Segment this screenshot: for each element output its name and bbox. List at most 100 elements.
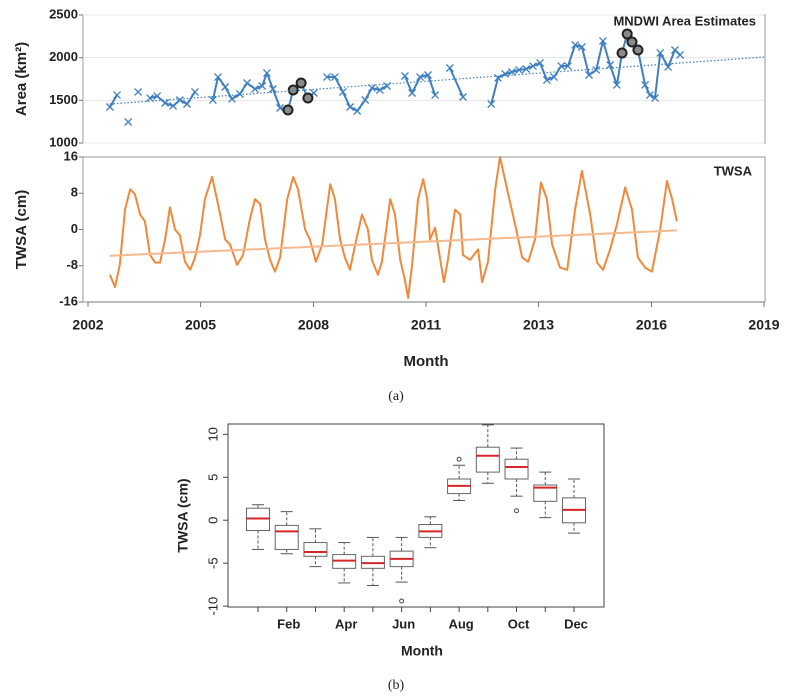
y-tick-label: 0 bbox=[71, 221, 78, 236]
marker-cross bbox=[105, 103, 114, 111]
marker-cross bbox=[564, 62, 572, 70]
marker-cross bbox=[507, 68, 516, 76]
marker-circle bbox=[616, 47, 628, 59]
x-tick-label: 2011 bbox=[411, 317, 442, 333]
marker-cross bbox=[656, 49, 665, 57]
series-line bbox=[109, 56, 765, 105]
marker-cross bbox=[585, 71, 593, 79]
y-axis-title: TWSA (cm) bbox=[175, 478, 191, 552]
marker-circle bbox=[295, 77, 307, 89]
marker-cross bbox=[651, 94, 660, 102]
x-axis-title: Month bbox=[404, 353, 449, 370]
x-tick-label: Apr bbox=[335, 616, 357, 631]
y-tick-label: 8 bbox=[71, 185, 78, 200]
marker-cross bbox=[113, 91, 121, 100]
marker-cross bbox=[641, 81, 650, 89]
y-tick-label: 1500 bbox=[49, 92, 78, 107]
marker-circle bbox=[302, 92, 314, 104]
marker-cross bbox=[169, 102, 178, 110]
marker-cross bbox=[214, 73, 222, 81]
box bbox=[303, 542, 328, 557]
plot-frame bbox=[82, 14, 766, 144]
marker-cross bbox=[153, 92, 162, 101]
series-line bbox=[109, 229, 677, 257]
marker-cross bbox=[408, 89, 417, 97]
marker-cross bbox=[235, 90, 244, 98]
y-tick-label: -5 bbox=[205, 557, 220, 569]
marker-cross bbox=[676, 50, 685, 59]
y-axis-title: TWSA (cm) bbox=[13, 190, 30, 269]
y-tick-label: 2500 bbox=[49, 6, 78, 21]
x-tick-label: 2016 bbox=[636, 317, 667, 333]
marker-cross bbox=[529, 62, 537, 70]
marker-cross bbox=[416, 73, 424, 81]
y-tick-label: 5 bbox=[205, 474, 220, 481]
marker-cross bbox=[323, 73, 331, 81]
marker-cross bbox=[424, 71, 432, 79]
marker-cross bbox=[606, 61, 615, 69]
marker-cross bbox=[577, 43, 586, 51]
outlier bbox=[456, 456, 462, 462]
outlier bbox=[399, 598, 405, 604]
x-tick-label: 2005 bbox=[185, 317, 216, 333]
x-tick-label: 2008 bbox=[298, 317, 329, 333]
marker-cross bbox=[645, 91, 654, 100]
marker-cross bbox=[268, 85, 277, 93]
marker-cross bbox=[542, 76, 551, 84]
x-tick-label: Oct bbox=[508, 616, 530, 631]
marker-cross bbox=[221, 83, 230, 91]
marker-cross bbox=[487, 100, 496, 108]
marker-circle bbox=[626, 36, 638, 48]
x-tick-label: 2019 bbox=[748, 317, 779, 333]
marker-cross bbox=[459, 93, 467, 101]
x-tick-label: 2002 bbox=[72, 317, 103, 333]
marker-cross bbox=[501, 70, 510, 78]
annotation: TWSA bbox=[714, 163, 753, 178]
caption: (b) bbox=[388, 678, 405, 693]
marker-cross bbox=[134, 88, 143, 96]
marker-circle bbox=[621, 28, 633, 40]
box bbox=[274, 524, 299, 550]
y-tick-label: 1000 bbox=[49, 134, 78, 149]
marker-circle bbox=[287, 84, 299, 96]
x-tick-label: Dec bbox=[564, 616, 588, 631]
y-tick-label: -10 bbox=[205, 597, 220, 616]
outlier bbox=[514, 508, 520, 514]
y-tick-label: -8 bbox=[66, 257, 78, 272]
x-tick-label: 2013 bbox=[523, 317, 554, 333]
marker-cross bbox=[536, 58, 545, 67]
box bbox=[533, 484, 558, 502]
marker-cross bbox=[400, 72, 409, 80]
marker-circle bbox=[282, 104, 294, 116]
marker-cross bbox=[445, 64, 454, 72]
marker-cross bbox=[183, 100, 191, 108]
marker-cross bbox=[375, 86, 384, 94]
box bbox=[475, 446, 500, 473]
marker-cross bbox=[612, 81, 621, 89]
marker-cross bbox=[227, 95, 236, 103]
marker-cross bbox=[592, 65, 601, 74]
series-line bbox=[108, 156, 678, 299]
marker-cross bbox=[243, 79, 252, 87]
marker-cross bbox=[557, 62, 566, 70]
marker-circle bbox=[632, 44, 644, 56]
marker-cross bbox=[258, 82, 267, 90]
y-tick-label: 10 bbox=[205, 427, 220, 441]
marker-cross bbox=[175, 96, 184, 104]
marker-cross bbox=[191, 88, 199, 96]
y-tick-label: 16 bbox=[64, 148, 78, 163]
x-tick-label: Jun bbox=[392, 616, 415, 631]
marker-cross bbox=[571, 40, 580, 49]
y-tick-label: -16 bbox=[59, 293, 78, 308]
marker-cross bbox=[330, 73, 339, 81]
marker-cross bbox=[208, 96, 217, 104]
y-tick-label: 0 bbox=[205, 517, 220, 524]
marker-cross bbox=[598, 36, 607, 45]
y-tick-label: 2000 bbox=[49, 49, 78, 64]
marker-cross bbox=[522, 65, 531, 73]
marker-cross bbox=[346, 103, 355, 111]
x-tick-label: Aug bbox=[448, 616, 473, 631]
marker-cross bbox=[353, 107, 362, 115]
marker-cross bbox=[262, 69, 271, 77]
